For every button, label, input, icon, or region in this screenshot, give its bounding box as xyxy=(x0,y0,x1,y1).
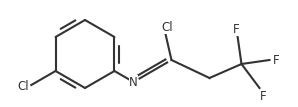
Text: F: F xyxy=(233,22,240,36)
Text: F: F xyxy=(260,89,267,103)
Text: Cl: Cl xyxy=(162,21,173,33)
Text: N: N xyxy=(129,76,138,88)
Text: Cl: Cl xyxy=(18,80,29,94)
Text: F: F xyxy=(273,54,280,66)
